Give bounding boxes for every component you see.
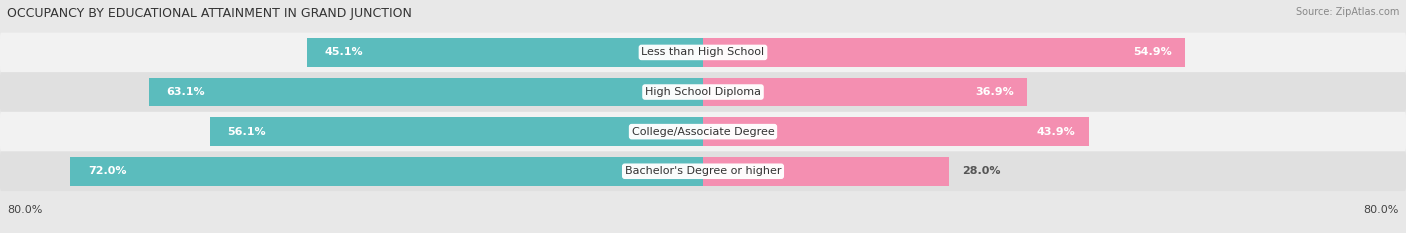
Bar <box>209 117 703 146</box>
Bar <box>149 78 703 106</box>
Bar <box>703 78 1028 106</box>
Bar <box>703 157 949 185</box>
Bar <box>703 38 1185 67</box>
Text: 43.9%: 43.9% <box>1036 127 1076 137</box>
Text: 45.1%: 45.1% <box>325 48 363 57</box>
Bar <box>703 117 1088 146</box>
Text: 63.1%: 63.1% <box>166 87 205 97</box>
Text: 80.0%: 80.0% <box>1364 205 1399 215</box>
FancyBboxPatch shape <box>0 112 1406 151</box>
Text: High School Diploma: High School Diploma <box>645 87 761 97</box>
Text: Less than High School: Less than High School <box>641 48 765 57</box>
FancyBboxPatch shape <box>0 72 1406 112</box>
Text: 28.0%: 28.0% <box>962 166 1001 176</box>
Text: 54.9%: 54.9% <box>1133 48 1173 57</box>
Text: 72.0%: 72.0% <box>87 166 127 176</box>
Text: College/Associate Degree: College/Associate Degree <box>631 127 775 137</box>
Bar <box>307 38 703 67</box>
Text: 56.1%: 56.1% <box>228 127 266 137</box>
Text: Source: ZipAtlas.com: Source: ZipAtlas.com <box>1295 7 1399 17</box>
Text: Bachelor's Degree or higher: Bachelor's Degree or higher <box>624 166 782 176</box>
FancyBboxPatch shape <box>0 33 1406 72</box>
Text: 80.0%: 80.0% <box>7 205 42 215</box>
Bar <box>70 157 703 185</box>
Text: 36.9%: 36.9% <box>976 87 1014 97</box>
Text: OCCUPANCY BY EDUCATIONAL ATTAINMENT IN GRAND JUNCTION: OCCUPANCY BY EDUCATIONAL ATTAINMENT IN G… <box>7 7 412 20</box>
FancyBboxPatch shape <box>0 151 1406 191</box>
